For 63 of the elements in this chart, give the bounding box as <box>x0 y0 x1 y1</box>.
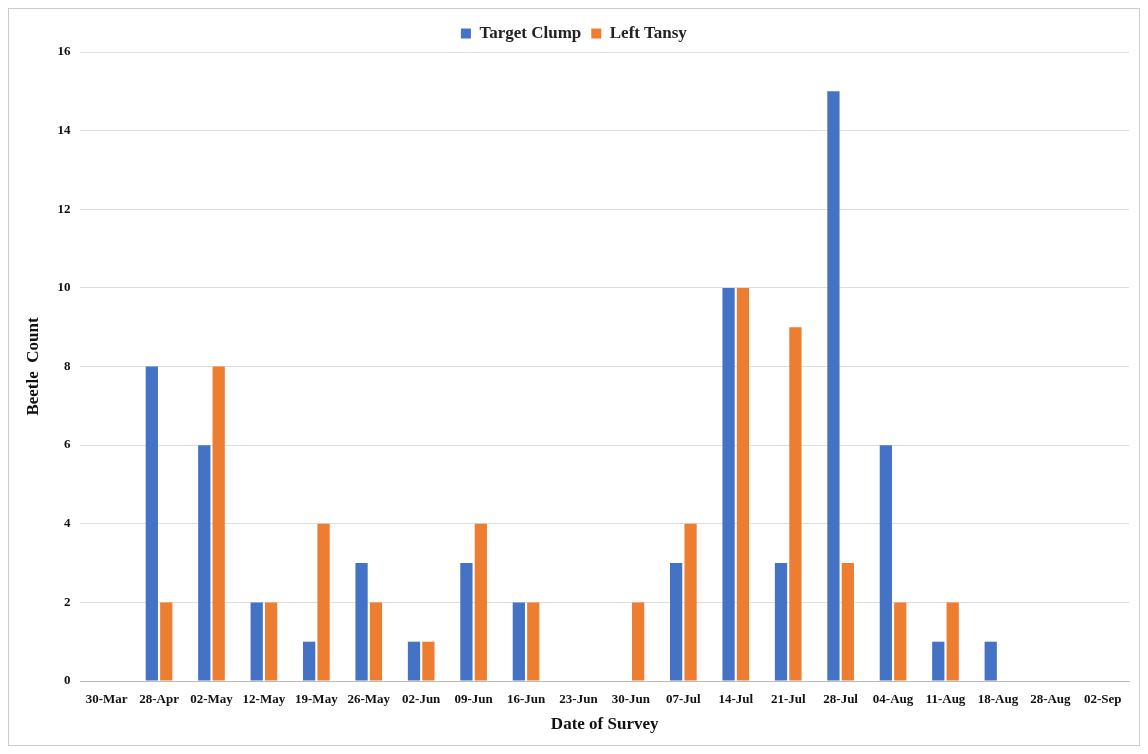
bar <box>932 641 945 681</box>
bar <box>789 327 802 681</box>
x-tick-label: 30-Mar <box>85 691 128 707</box>
bar <box>317 523 330 681</box>
y-tick-label: 16 <box>57 43 71 59</box>
bar <box>632 602 645 681</box>
x-tick-label: 23-Jun <box>559 691 599 707</box>
bar <box>946 602 959 681</box>
bar <box>879 445 892 681</box>
bar <box>774 563 788 681</box>
bar <box>212 366 225 681</box>
y-tick-label: 4 <box>63 515 71 531</box>
y-tick-label: 14 <box>57 121 71 137</box>
x-tick-label: 14-Jul <box>718 691 754 707</box>
bar <box>984 641 997 681</box>
x-tick-label: 30-Jun <box>611 691 651 707</box>
bar <box>407 641 421 681</box>
x-tick-label: 02-Jun <box>402 691 442 707</box>
bar <box>722 287 735 681</box>
x-tick-label: 02-May <box>190 691 234 707</box>
y-tick-label: 10 <box>57 279 71 295</box>
bar <box>303 641 316 681</box>
legend-label: Left Tansy <box>609 22 688 42</box>
legend-label: Target Clump <box>479 22 582 42</box>
bar <box>145 366 158 681</box>
x-tick-label: 02-Sep <box>1084 691 1122 707</box>
bar <box>527 602 540 681</box>
bar <box>512 602 525 681</box>
bar <box>827 91 840 681</box>
bar <box>670 563 683 681</box>
y-tick-label: 8 <box>63 357 71 373</box>
x-tick-label: 07-Jul <box>666 691 702 707</box>
y-tick-label: 0 <box>63 672 71 688</box>
bar <box>894 602 907 681</box>
x-tick-label: 18-Aug <box>977 691 1019 707</box>
x-tick-label: 12-May <box>242 691 286 707</box>
x-tick-label: 04-Aug <box>872 691 914 707</box>
x-tick-label: 28-Apr <box>139 691 180 707</box>
bar <box>264 602 278 681</box>
bar <box>369 602 383 681</box>
x-axis-title: Date of Survey <box>550 714 660 734</box>
bar <box>422 641 435 681</box>
bar <box>841 563 854 681</box>
x-tick-label: 21-Jul <box>770 691 806 707</box>
bar <box>460 563 473 681</box>
y-tick-label: 2 <box>63 593 71 609</box>
bar <box>474 523 487 681</box>
bar <box>684 523 697 681</box>
bar <box>355 563 368 681</box>
x-tick-label: 09-Jun <box>454 691 494 707</box>
y-tick-label: 12 <box>57 200 71 216</box>
x-tick-label: 28-Aug <box>1030 691 1072 707</box>
bar <box>736 287 750 681</box>
y-tick-label: 6 <box>63 436 71 452</box>
bar <box>250 602 263 681</box>
bar <box>198 445 211 681</box>
y-axis-title: Beetle Count <box>22 317 42 416</box>
x-tick-label: 11-Aug <box>925 691 966 707</box>
x-tick-label: 16-Jun <box>506 691 546 707</box>
x-tick-label: 28-Jul <box>823 691 859 707</box>
x-tick-label: 26-May <box>347 691 391 707</box>
bar <box>160 602 173 681</box>
x-tick-label: 19-May <box>295 691 339 707</box>
